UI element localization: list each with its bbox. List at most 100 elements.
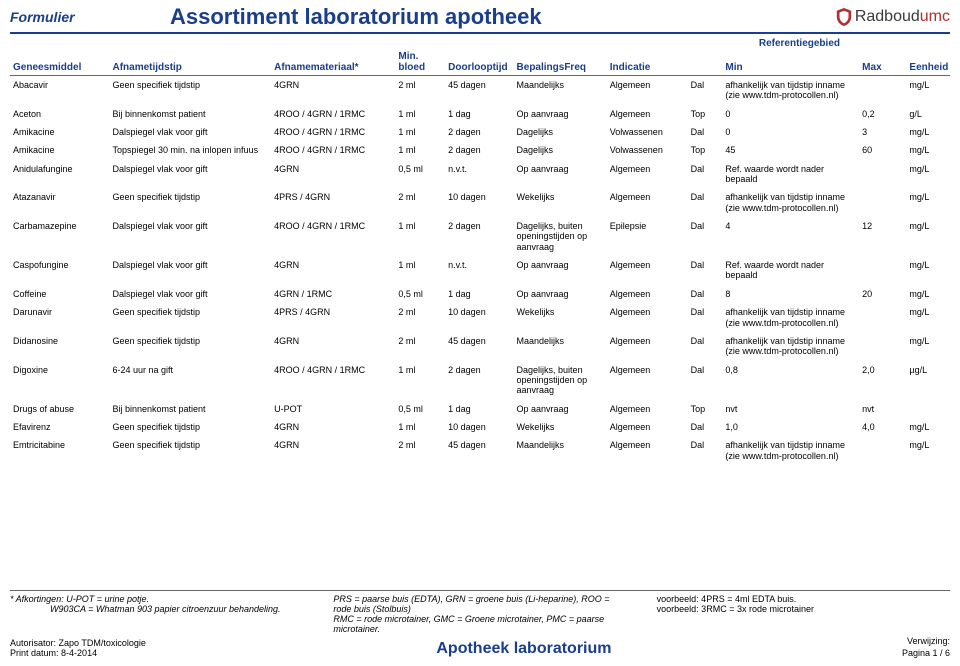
cell-g: Digoxine [10,361,109,400]
footer-col-3: voorbeeld: 4PRS = 4ml EDTA buis. voorbee… [657,594,950,634]
cell-max [859,303,906,332]
cell-ind: Algemeen [607,76,688,105]
cell-at: Dalspiegel vlak voor gift [109,123,271,141]
table-row: AmikacineDalspiegel vlak voor gift4ROO /… [10,123,950,141]
cell-g: Efavirenz [10,418,109,436]
cell-een: mg/L [906,303,950,332]
cell-am: 4ROO / 4GRN / 1RMC [271,105,395,123]
cell-at: Bij binnenkomst patient [109,400,271,418]
cell-bf: Op aanvraag [514,105,607,123]
cell-min: 0 [722,123,859,141]
table-row: AnidulafungineDalspiegel vlak voor gift4… [10,160,950,189]
cell-min: Ref. waarde wordt nader bepaald [722,160,859,189]
cell-max: 3 [859,123,906,141]
cell-ind: Algemeen [607,400,688,418]
col-afnametijdstip: Afnametijdstip [109,49,271,76]
cell-am: 4ROO / 4GRN / 1RMC [271,123,395,141]
cell-mb: 1 ml [395,361,445,400]
cell-am: 4GRN [271,256,395,285]
cell-am: 4ROO / 4GRN / 1RMC [271,141,395,159]
cell-max [859,76,906,105]
cell-min: 45 [722,141,859,159]
cell-mb: 0,5 ml [395,285,445,303]
cell-min: 8 [722,285,859,303]
cell-een: mg/L [906,123,950,141]
vb-line-1: voorbeeld: 4PRS = 4ml EDTA buis. [657,594,950,604]
cell-mb: 1 ml [395,217,445,256]
cell-g: Drugs of abuse [10,400,109,418]
cell-am: 4PRS / 4GRN [271,303,395,332]
cell-g: Didanosine [10,332,109,361]
cell-am: 4ROO / 4GRN / 1RMC [271,217,395,256]
cell-ref: Dal [688,76,723,105]
cell-dl: 2 dagen [445,141,513,159]
footer-divider [10,590,950,591]
cell-min: afhankelijk van tijdstip inname (zie www… [722,303,859,332]
vb-line-2: voorbeeld: 3RMC = 3x rode microtainer [657,604,950,614]
cell-g: Caspofungine [10,256,109,285]
cell-ref: Dal [688,436,723,465]
printdatum-row: Print datum: 8-4-2014 [10,648,146,658]
cell-mb: 2 ml [395,303,445,332]
table-row: CoffeineDalspiegel vlak voor gift4GRN / … [10,285,950,303]
cell-g: Aceton [10,105,109,123]
cell-am: 4PRS / 4GRN [271,188,395,217]
table-row: DarunavirGeen specifiek tijdstip4PRS / 4… [10,303,950,332]
cell-am: 4GRN [271,160,395,189]
cell-max: 12 [859,217,906,256]
cell-min: nvt [722,400,859,418]
cell-dl: 45 dagen [445,76,513,105]
cell-dl: 2 dagen [445,361,513,400]
cell-bf: Wekelijks [514,418,607,436]
referentiegebied-label: Referentiegebied [0,38,960,49]
col-eenheid: Eenheid [906,49,950,76]
cell-min: afhankelijk van tijdstip inname (zie www… [722,436,859,465]
cell-een: mg/L [906,256,950,285]
afk-line-2: W903CA = Whatman 903 papier citroenzuur … [10,604,303,614]
table-row: EfavirenzGeen specifiek tijdstip4GRN1 ml… [10,418,950,436]
cell-bf: Wekelijks [514,188,607,217]
cell-ref: Dal [688,160,723,189]
cell-mb: 0,5 ml [395,400,445,418]
logo-text: Radboudumc [855,8,950,26]
cell-g: Darunavir [10,303,109,332]
cell-ind: Algemeen [607,361,688,400]
cell-ref: Dal [688,188,723,217]
col-min: Min [722,49,859,76]
cell-max: 20 [859,285,906,303]
cell-at: Geen specifiek tijdstip [109,332,271,361]
cell-een: mg/L [906,436,950,465]
footer-lab-title: Apotheek laboratorium [146,640,902,658]
cell-bf: Maandelijks [514,436,607,465]
cell-ind: Algemeen [607,256,688,285]
cell-een: g/L [906,105,950,123]
col-geneesmiddel: Geneesmiddel [10,49,109,76]
cell-max: 2,0 [859,361,906,400]
shield-icon [835,7,853,27]
cell-dl: n.v.t. [445,160,513,189]
cell-ref: Dal [688,123,723,141]
header-divider [10,32,950,34]
cell-dl: 1 dag [445,105,513,123]
footer-right: Verwijzing: Pagina 1 / 6 [902,636,950,658]
cell-bf: Op aanvraag [514,285,607,303]
cell-een: mg/L [906,332,950,361]
cell-at: Geen specifiek tijdstip [109,76,271,105]
footer-left: Autorisator: Zapo TDM/toxicologie Print … [10,638,146,658]
cell-ref: Dal [688,285,723,303]
printdatum-label: Print datum: [10,648,59,658]
cell-mb: 2 ml [395,188,445,217]
cell-dl: 10 dagen [445,418,513,436]
cell-min: 4 [722,217,859,256]
cell-ref: Dal [688,217,723,256]
autorisator-label: Autorisator: [10,638,56,648]
cell-max [859,256,906,285]
cell-max [859,332,906,361]
pagina: Pagina 1 / 6 [902,648,950,658]
cell-max: 0,2 [859,105,906,123]
cell-g: Abacavir [10,76,109,105]
cell-min: 0 [722,105,859,123]
cell-ind: Algemeen [607,436,688,465]
cell-een [906,400,950,418]
cell-am: 4GRN [271,418,395,436]
